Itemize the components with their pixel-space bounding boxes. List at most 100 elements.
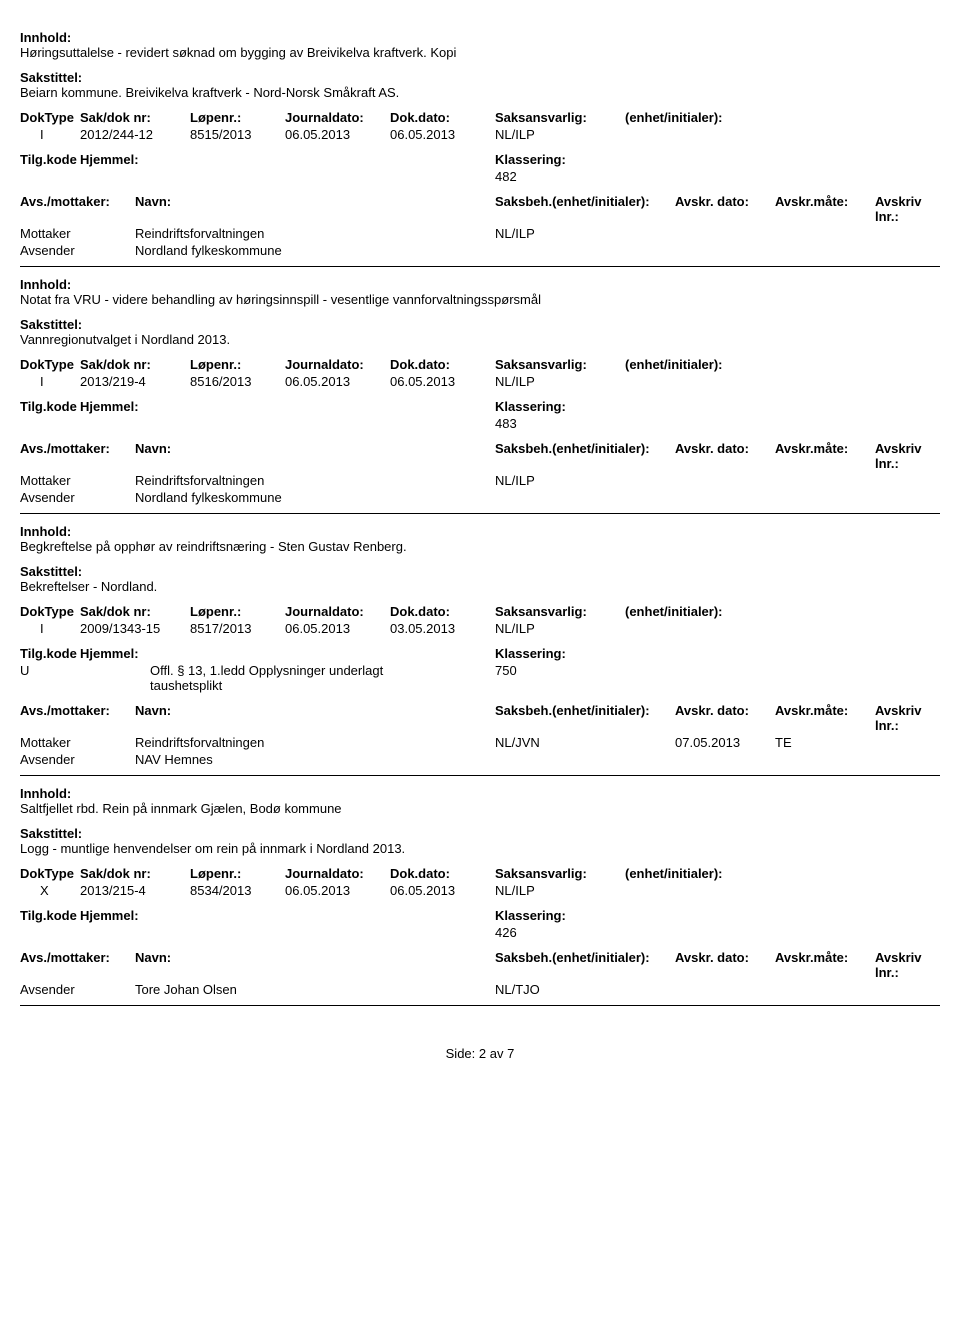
party-header: Avs./mottaker: Navn: Saksbeh.(enhet/init… (20, 194, 940, 224)
doktype-value: I (20, 127, 80, 142)
lopenr-value: 8515/2013 (190, 127, 285, 142)
sakdok-value: 2013/215-4 (80, 883, 190, 898)
innhold-label: Innhold: (20, 524, 71, 539)
party-avskrdato (675, 490, 775, 505)
dokdato-label: Dok.dato: (390, 866, 495, 881)
party-avskrdato (675, 982, 775, 997)
hjemmel-label: Hjemmel: (80, 646, 150, 661)
party-row: Mottaker Reindriftsforvaltningen NL/ILP (20, 473, 940, 488)
journaldato-label: Journaldato: (285, 604, 390, 619)
party-name: Tore Johan Olsen (135, 982, 495, 997)
sakdok-label: Sak/dok nr: (80, 357, 190, 372)
saksbeh-label: Saksbeh.(enhet/initialer): (495, 703, 675, 733)
avskrivlnr-label: Avskriv lnr.: (875, 194, 940, 224)
party-role: Mottaker (20, 226, 135, 241)
avskrivlnr-label: Avskriv lnr.: (875, 441, 940, 471)
lopenr-value: 8516/2013 (190, 374, 285, 389)
metadata-header: DokType Sak/dok nr: Løpenr.: Journaldato… (20, 604, 940, 619)
innhold-value: Høringsuttalelse - revidert søknad om by… (20, 45, 940, 60)
party-role: Avsender (20, 490, 135, 505)
doktype-label: DokType (20, 357, 80, 372)
sakdok-label: Sak/dok nr: (80, 866, 190, 881)
party-avskrdato (675, 226, 775, 241)
avskrivlnr-label: Avskriv lnr.: (875, 950, 940, 980)
sakstittel-label: Sakstittel: (20, 564, 82, 579)
dokdato-value: 06.05.2013 (390, 127, 495, 142)
journal-record: Innhold:Begkreftelse på opphør av reindr… (0, 524, 960, 775)
lopenr-label: Løpenr.: (190, 357, 285, 372)
sakstittel-label: Sakstittel: (20, 317, 82, 332)
sakstittel-label: Sakstittel: (20, 826, 82, 841)
record-divider (20, 1005, 940, 1006)
tilgkode-value: U (20, 663, 80, 693)
sakdok-label: Sak/dok nr: (80, 604, 190, 619)
party-row: Avsender NAV Hemnes (20, 752, 940, 767)
journaldato-value: 06.05.2013 (285, 621, 390, 636)
tilgkode-label: Tilg.kode (20, 908, 80, 923)
dokdato-value: 06.05.2013 (390, 374, 495, 389)
tilg-row: Tilg.kode Hjemmel: Klassering: (20, 152, 940, 167)
saksbeh-label: Saksbeh.(enhet/initialer): (495, 950, 675, 980)
saksansvarlig-label: Saksansvarlig: (495, 357, 625, 372)
party-saksbeh (495, 490, 675, 505)
enhet-label: (enhet/initialer): (625, 357, 940, 372)
enhet-label: (enhet/initialer): (625, 604, 940, 619)
sakstittel-value: Vannregionutvalget i Nordland 2013. (20, 332, 940, 347)
navn-label: Navn: (135, 703, 185, 733)
party-name: NAV Hemnes (135, 752, 495, 767)
page-footer: Side: 2 av 7 (0, 1046, 960, 1061)
navn-label: Navn: (135, 950, 185, 980)
party-role: Avsender (20, 752, 135, 767)
footer-total: 7 (507, 1046, 514, 1061)
footer-av: av (490, 1046, 504, 1061)
lopenr-label: Løpenr.: (190, 604, 285, 619)
avskrdato-label: Avskr. dato: (675, 703, 775, 733)
party-saksbeh: NL/JVN (495, 735, 675, 750)
avskrmate-label: Avskr.måte: (775, 441, 875, 471)
hjemmel-label: Hjemmel: (80, 908, 150, 923)
party-row: Mottaker Reindriftsforvaltningen NL/ILP (20, 226, 940, 241)
party-row: Avsender Nordland fylkeskommune (20, 490, 940, 505)
klassering-label: Klassering: (495, 152, 625, 167)
navn-label: Navn: (135, 194, 185, 224)
party-role: Avsender (20, 982, 135, 997)
record-divider (20, 513, 940, 514)
lopenr-label: Løpenr.: (190, 110, 285, 125)
party-header: Avs./mottaker: Navn: Saksbeh.(enhet/init… (20, 950, 940, 980)
tilgkode-label: Tilg.kode (20, 152, 80, 167)
klassering-value: 426 (495, 925, 940, 940)
doktype-value: X (20, 883, 80, 898)
saksbeh-label: Saksbeh.(enhet/initialer): (495, 441, 675, 471)
avskrivlnr-label: Avskriv lnr.: (875, 703, 940, 733)
avskrdato-label: Avskr. dato: (675, 950, 775, 980)
lopenr-value: 8534/2013 (190, 883, 285, 898)
journaldato-label: Journaldato: (285, 110, 390, 125)
journaldato-value: 06.05.2013 (285, 127, 390, 142)
party-name: Reindriftsforvaltningen (135, 735, 495, 750)
lopenr-value: 8517/2013 (190, 621, 285, 636)
party-role: Avsender (20, 243, 135, 258)
klassering-label: Klassering: (495, 908, 625, 923)
metadata-values: I 2012/244-12 8515/2013 06.05.2013 06.05… (20, 127, 940, 142)
klassering-label: Klassering: (495, 399, 625, 414)
party-role: Mottaker (20, 735, 135, 750)
journal-record: Innhold:Saltfjellet rbd. Rein på innmark… (0, 786, 960, 1005)
party-header: Avs./mottaker: Navn: Saksbeh.(enhet/init… (20, 441, 940, 471)
innhold-label: Innhold: (20, 277, 71, 292)
innhold-value: Saltfjellet rbd. Rein på innmark Gjælen,… (20, 801, 940, 816)
tilgkode-label: Tilg.kode (20, 399, 80, 414)
klassering-label: Klassering: (495, 646, 625, 661)
klassering-value: 482 (495, 169, 940, 184)
party-avskrdato: 07.05.2013 (675, 735, 775, 750)
hjemmel-spacer (150, 908, 495, 923)
party-header: Avs./mottaker: Navn: Saksbeh.(enhet/init… (20, 703, 940, 733)
navn-label: Navn: (135, 441, 185, 471)
hjemmel-spacer (150, 646, 495, 661)
footer-page: 2 (479, 1046, 486, 1061)
enhet-label: (enhet/initialer): (625, 866, 940, 881)
innhold-label: Innhold: (20, 30, 71, 45)
hjemmel-value: Offl. § 13, 1.ledd Opplysninger underlag… (150, 663, 440, 693)
metadata-values: X 2013/215-4 8534/2013 06.05.2013 06.05.… (20, 883, 940, 898)
metadata-header: DokType Sak/dok nr: Løpenr.: Journaldato… (20, 357, 940, 372)
doktype-label: DokType (20, 110, 80, 125)
